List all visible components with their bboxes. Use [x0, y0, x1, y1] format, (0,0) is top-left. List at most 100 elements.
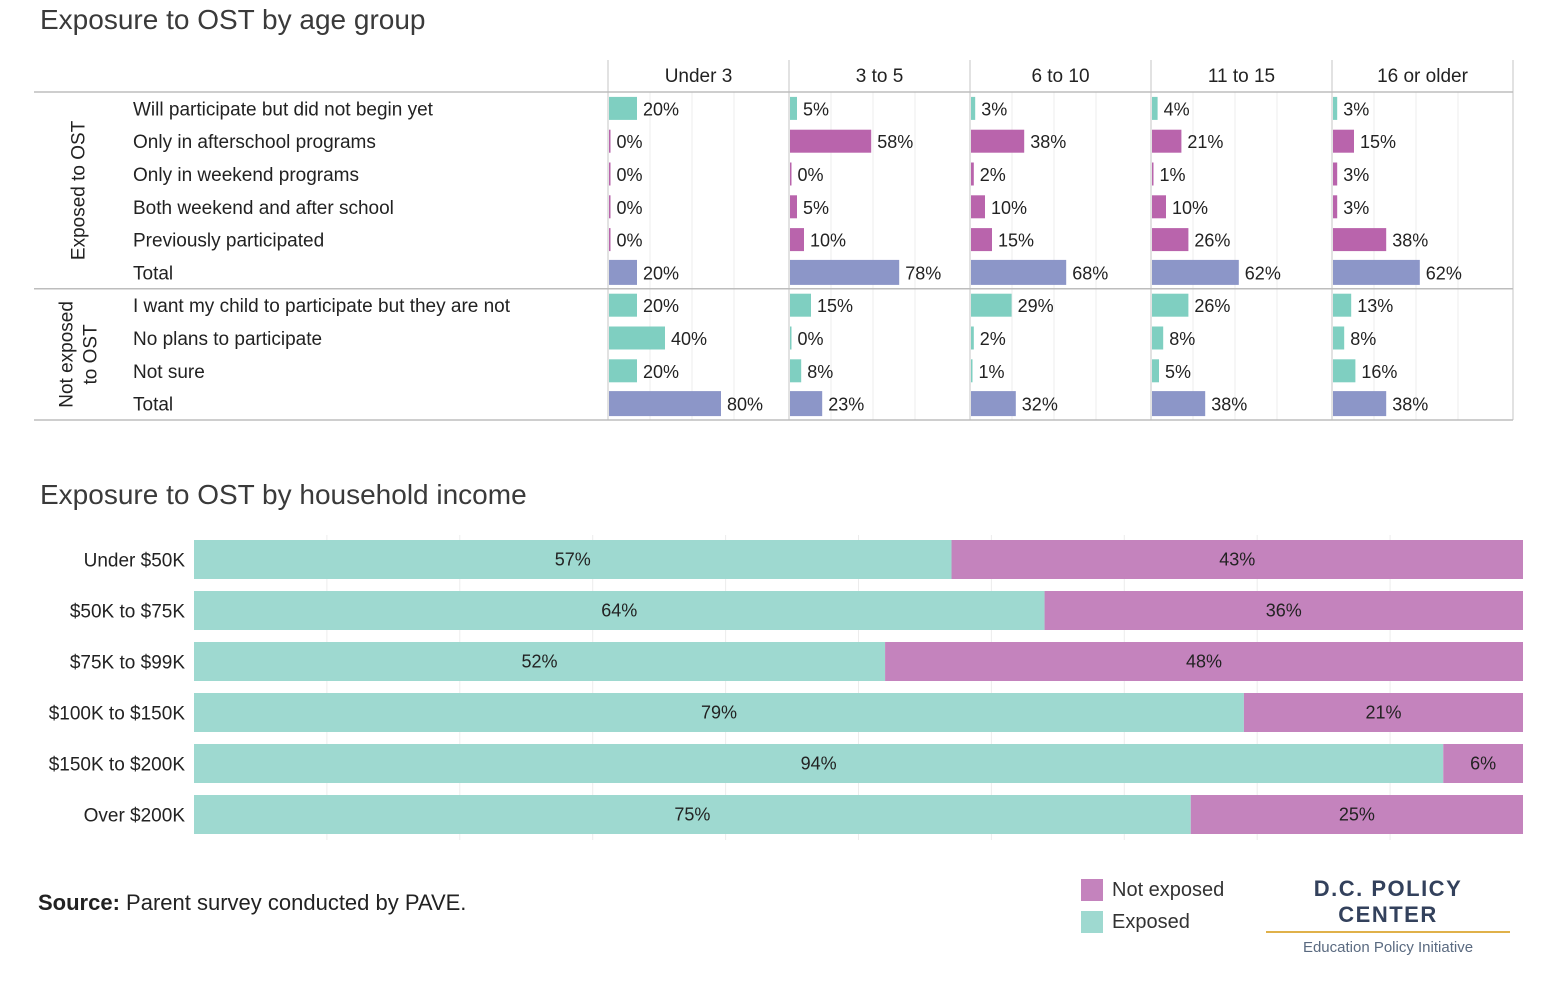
source-label: Source: — [38, 890, 120, 915]
age-data-label: 5% — [803, 198, 829, 218]
age-bar-will-participate-but-did-not-begin-yet-16-or-older — [1333, 96, 1338, 120]
age-bar-i-want-my-child-to-participate-but-they-are-not-3-to-5 — [790, 293, 811, 317]
age-data-label: 13% — [1357, 296, 1393, 316]
income-data-label-exposed: 79% — [701, 703, 737, 723]
age-bar-only-in-weekend-programs-3-to-5 — [790, 162, 792, 186]
income-bar-not-exposed-150k-to-200k — [1443, 744, 1523, 783]
legend-item-exposed: Exposed — [1081, 906, 1224, 938]
age-bar-both-weekend-and-after-school-16-or-older — [1333, 195, 1338, 219]
logo-rule — [1266, 931, 1510, 933]
age-data-label: 68% — [1072, 263, 1108, 283]
age-data-label: 5% — [1165, 362, 1191, 382]
age-data-label: 15% — [817, 296, 853, 316]
age-data-label: 62% — [1426, 263, 1462, 283]
age-column-header-16-or-older: 16 or older — [1377, 66, 1469, 87]
age-data-label: 0% — [617, 132, 643, 152]
age-data-label: 78% — [905, 263, 941, 283]
income-bar-not-exposed-over-200k — [1190, 795, 1523, 834]
age-data-label: 26% — [1194, 231, 1230, 251]
age-bar-i-want-my-child-to-participate-but-they-are-not-11-to-15 — [1152, 293, 1189, 317]
age-data-label: 10% — [810, 231, 846, 251]
age-data-label: 3% — [1343, 99, 1369, 119]
age-bar-i-want-my-child-to-participate-but-they-are-not-6-to-10 — [971, 293, 1012, 317]
income-category-label-50k-to-75k: $50K to $75K — [70, 602, 185, 623]
age-bar-previously-participated-under-3 — [609, 228, 611, 252]
age-bar-total-16-or-older — [1333, 391, 1387, 417]
age-bar-no-plans-to-participate-6-to-10 — [971, 326, 974, 350]
income-category-label-150k-to-200k: $150K to $200K — [49, 755, 186, 776]
age-data-label: 0% — [617, 198, 643, 218]
age-data-label: 1% — [979, 362, 1005, 382]
income-category-label-over-200k: Over $200K — [84, 806, 186, 827]
age-data-label: 40% — [671, 329, 707, 349]
age-column-header-under-3: Under 3 — [665, 66, 733, 87]
age-data-label: 26% — [1194, 296, 1230, 316]
age-bar-only-in-afterschool-programs-16-or-older — [1333, 129, 1354, 153]
income-data-label-not-exposed: 21% — [1365, 703, 1401, 723]
income-data-label-not-exposed: 25% — [1339, 805, 1375, 825]
age-data-label: 3% — [1343, 198, 1369, 218]
age-bar-will-participate-but-did-not-begin-yet-11-to-15 — [1152, 96, 1158, 120]
income-data-label-exposed: 57% — [555, 550, 591, 570]
income-category-label-100k-to-150k: $100K to $150K — [49, 704, 186, 725]
age-column-header-6-to-10: 6 to 10 — [1031, 66, 1089, 87]
legend-item-not-exposed: Not exposed — [1081, 874, 1224, 906]
age-bar-only-in-weekend-programs-6-to-10 — [971, 162, 974, 186]
age-data-label: 0% — [798, 165, 824, 185]
age-data-label: 23% — [828, 395, 864, 415]
income-bar-not-exposed-100k-to-150k — [1243, 693, 1523, 732]
age-row-label-will-participate-but-did-not-begin-yet: Will participate but did not begin yet — [133, 99, 434, 120]
age-row-label-only-in-weekend-programs: Only in weekend programs — [133, 165, 359, 186]
age-data-label: 10% — [1172, 198, 1208, 218]
age-bar-previously-participated-6-to-10 — [971, 228, 992, 252]
income-data-label-exposed: 64% — [601, 601, 637, 621]
age-row-label-only-in-afterschool-programs: Only in afterschool programs — [133, 132, 376, 153]
age-data-label: 20% — [643, 99, 679, 119]
age-data-label: 29% — [1018, 296, 1054, 316]
age-bar-will-participate-but-did-not-begin-yet-under-3 — [609, 96, 637, 120]
age-data-label: 32% — [1022, 395, 1058, 415]
age-data-label: 1% — [1160, 165, 1186, 185]
income-bar-exposed-75k-to-99k — [194, 642, 886, 681]
age-bar-only-in-weekend-programs-16-or-older — [1333, 162, 1338, 186]
age-bar-total-6-to-10 — [971, 259, 1067, 285]
source-note: Source: Parent survey conducted by PAVE. — [38, 890, 466, 916]
age-row-label-no-plans-to-participate: No plans to participate — [133, 329, 322, 350]
age-data-label: 21% — [1187, 132, 1223, 152]
logo-subtitle: Education Policy Initiative — [1302, 939, 1474, 956]
age-bar-total-under-3 — [609, 391, 721, 417]
income-bar-not-exposed-75k-to-99k — [885, 642, 1523, 681]
legend-label-exposed: Exposed — [1112, 910, 1190, 933]
legend-label-not-exposed: Not exposed — [1112, 878, 1225, 901]
age-bar-not-sure-11-to-15 — [1152, 359, 1159, 383]
income-category-label-75k-to-99k: $75K to $99K — [70, 653, 185, 674]
age-bar-total-3-to-5 — [790, 391, 823, 417]
age-data-label: 8% — [1350, 329, 1376, 349]
income-data-label-exposed: 94% — [801, 754, 837, 774]
income-bar-exposed-over-200k — [194, 795, 1191, 834]
age-data-label: 3% — [981, 99, 1007, 119]
age-data-label: 15% — [998, 231, 1034, 251]
age-row-label-total: Total — [133, 263, 173, 284]
age-bar-only-in-weekend-programs-11-to-15 — [1152, 162, 1154, 186]
age-bar-both-weekend-and-after-school-11-to-15 — [1152, 195, 1166, 219]
age-bar-will-participate-but-did-not-begin-yet-6-to-10 — [971, 96, 976, 120]
age-data-label: 2% — [980, 329, 1006, 349]
age-group-label-not-exposed-to-ost: to OST — [81, 324, 102, 385]
legend: Not exposed Exposed — [1081, 874, 1224, 938]
age-bar-total-11-to-15 — [1152, 391, 1206, 417]
age-bar-previously-participated-3-to-5 — [790, 228, 804, 252]
age-bar-only-in-afterschool-programs-under-3 — [609, 129, 611, 153]
income-bar-not-exposed-50k-to-75k — [1044, 591, 1523, 630]
income-bar-exposed-50k-to-75k — [194, 591, 1045, 630]
income-chart-title: Exposure to OST by household income — [40, 479, 527, 510]
age-bar-not-sure-6-to-10 — [971, 359, 973, 383]
age-data-label: 38% — [1211, 395, 1247, 415]
age-row-label-not-sure: Not sure — [133, 362, 205, 383]
age-column-header-3-to-5: 3 to 5 — [856, 66, 904, 87]
age-data-label: 38% — [1030, 132, 1066, 152]
age-data-label: 3% — [1343, 165, 1369, 185]
age-bar-previously-participated-11-to-15 — [1152, 228, 1189, 252]
income-category-label-under-50k: Under $50K — [84, 551, 186, 572]
